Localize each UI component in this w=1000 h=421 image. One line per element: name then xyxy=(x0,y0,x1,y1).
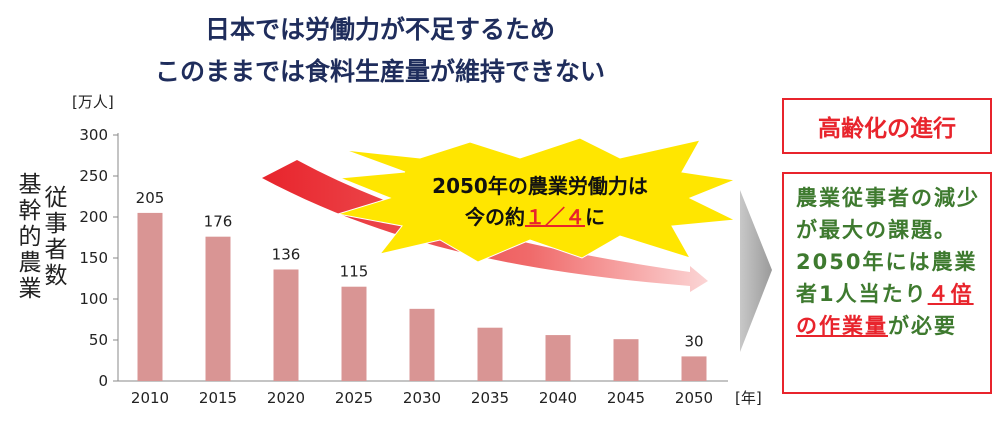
callout-body: 農業従事者の減少が最大の課題。2050年には農業者1人当たり４倍の作業量が必要 xyxy=(782,172,992,394)
y-axis-title-char: 業 xyxy=(19,276,42,302)
y-tick-label: 150 xyxy=(79,249,108,267)
starburst-line-2-prefix: 今の約 xyxy=(465,205,525,229)
bar-2040 xyxy=(545,335,571,381)
callout-highlight: ４倍の作業量 xyxy=(796,282,974,338)
title-line-1: 日本では労働力が不足するため xyxy=(204,15,555,44)
starburst-highlight: １／４ xyxy=(525,205,585,229)
y-axis-title-char: 従 xyxy=(45,185,68,211)
x-tick-label: 2045 xyxy=(607,389,645,407)
y-axis-title-char: 農 xyxy=(19,250,42,276)
bar-2020 xyxy=(273,269,299,381)
starburst-line-1: 2050年の農業労働力は xyxy=(432,174,648,198)
y-axis-title-char: 基 xyxy=(19,172,42,198)
y-tick-label: 0 xyxy=(98,372,108,390)
bar-2025 xyxy=(341,286,367,381)
y-tick-label: 50 xyxy=(89,331,108,349)
callout-text-2: が必要 xyxy=(888,314,957,338)
y-axis-title-char: 数 xyxy=(45,263,68,289)
x-tick-label: 2025 xyxy=(335,389,373,407)
starburst-line-2-suffix: に xyxy=(585,205,605,229)
starburst-shape xyxy=(337,137,737,263)
y-tick-label: 250 xyxy=(79,167,108,185)
bar-2045 xyxy=(613,339,639,381)
x-tick-label: 2050 xyxy=(675,389,713,407)
x-tick-label: 2040 xyxy=(539,389,577,407)
x-tick-label: 2020 xyxy=(267,389,305,407)
y-axis-title-char: 者 xyxy=(45,237,68,263)
bar-2050 xyxy=(681,356,707,381)
y-axis-title-char: 幹 xyxy=(19,198,42,224)
title-line-2: このままでは食料生産量が維持できない xyxy=(154,57,605,86)
data-label-2015: 176 xyxy=(204,213,233,231)
x-tick-label: 2035 xyxy=(471,389,509,407)
pointer-triangle xyxy=(740,190,772,352)
data-label-2010: 205 xyxy=(136,189,165,207)
x-tick-label: 2010 xyxy=(131,389,169,407)
x-tick-label: 2015 xyxy=(199,389,237,407)
y-axis-title-char: 的 xyxy=(19,224,42,250)
y-tick-label: 200 xyxy=(79,208,108,226)
bar-2010 xyxy=(137,212,163,381)
data-label-2050: 30 xyxy=(684,332,703,350)
starburst-line-2: 今の約１／４に xyxy=(465,205,605,229)
y-unit-label: [万人] xyxy=(72,93,114,111)
y-axis-title-char: 事 xyxy=(45,211,68,237)
y-tick-label: 100 xyxy=(79,290,108,308)
bar-2035 xyxy=(477,327,503,381)
bar-2030 xyxy=(409,308,435,381)
data-label-2020: 136 xyxy=(272,245,301,263)
callout-text-1: 農業従事者の減少が最大の課題。2050年には農業者1人当たり xyxy=(796,186,980,306)
bar-2015 xyxy=(205,236,231,381)
x-unit-label: [年] xyxy=(735,389,762,407)
callout-title: 高齢化の進行 xyxy=(782,98,992,154)
data-label-2025: 115 xyxy=(340,263,369,281)
decline-arrow xyxy=(262,160,708,292)
y-tick-label: 300 xyxy=(79,126,108,144)
x-tick-label: 2030 xyxy=(403,389,441,407)
